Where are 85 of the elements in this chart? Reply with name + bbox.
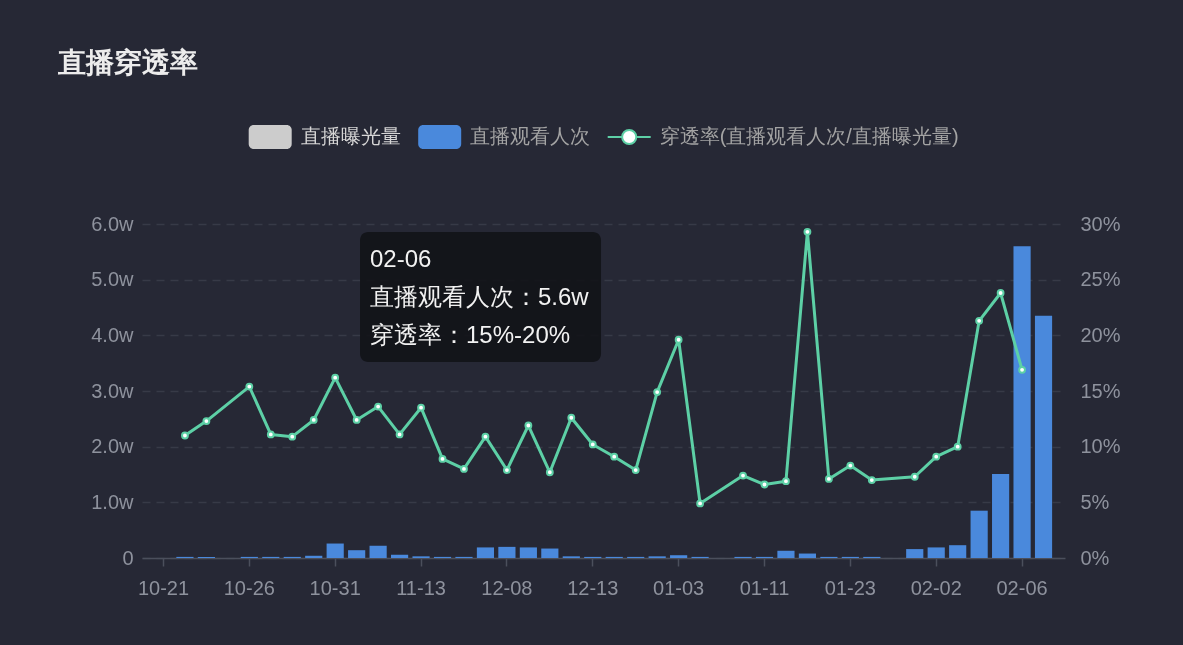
point xyxy=(309,416,318,424)
y-tick-label: 6.0w xyxy=(91,212,135,235)
point xyxy=(846,461,855,470)
point xyxy=(460,465,468,473)
point xyxy=(588,440,597,449)
x-tick-label: 12-13 xyxy=(567,576,619,599)
y2-tick-label: 10% xyxy=(1080,435,1121,458)
point xyxy=(975,316,984,325)
point xyxy=(953,442,962,451)
y-tick-label: 2.0w xyxy=(91,435,135,458)
x-tick-label: 10-21 xyxy=(137,576,190,599)
point xyxy=(867,476,876,484)
point xyxy=(631,466,640,474)
x-tick-label: 10-31 xyxy=(309,576,361,599)
x-tick-label: 10-26 xyxy=(223,576,275,599)
legend-label: 直播曝光量 xyxy=(300,125,401,147)
y2-tick-label: 20% xyxy=(1080,323,1121,346)
point xyxy=(374,402,383,411)
x-tick-label: 02-02 xyxy=(910,576,962,599)
point xyxy=(782,477,790,486)
x-tick-label: 01-11 xyxy=(739,576,790,599)
y-tick-label: 5.0w xyxy=(91,268,135,291)
bar xyxy=(927,547,945,558)
bar xyxy=(992,473,1010,558)
point xyxy=(760,480,769,489)
point xyxy=(824,475,833,483)
bar xyxy=(1013,246,1031,558)
x-tick-label: 01-03 xyxy=(653,576,705,599)
point xyxy=(739,471,747,480)
bar xyxy=(670,555,688,558)
annotation: 直播观看人次：5.6w xyxy=(370,283,590,310)
point xyxy=(1018,365,1026,374)
point xyxy=(181,431,189,440)
annotation: 02-06 xyxy=(370,245,432,272)
chart-title: 直播穿透率 xyxy=(57,47,198,78)
x-tick-label: 01-23 xyxy=(824,576,876,599)
point xyxy=(996,289,1005,297)
bar xyxy=(326,543,344,558)
y2-tick-label: 30% xyxy=(1080,212,1121,235)
legend-label: 直播观看人次 xyxy=(470,125,591,147)
bar xyxy=(949,545,967,558)
point xyxy=(910,472,919,481)
point xyxy=(567,413,576,422)
bar xyxy=(777,550,795,558)
point xyxy=(696,499,705,508)
y2-tick-label: 0% xyxy=(1080,546,1110,569)
bar xyxy=(970,510,988,558)
bar xyxy=(348,550,366,558)
point xyxy=(524,421,533,430)
x-tick-label: 11-13 xyxy=(396,576,446,599)
point xyxy=(610,452,619,461)
point xyxy=(502,466,511,474)
bar xyxy=(519,547,537,558)
annotation: 穿透率：15%-20% xyxy=(370,321,571,348)
point xyxy=(352,416,361,424)
point xyxy=(653,388,662,397)
point xyxy=(674,335,683,344)
bar xyxy=(498,546,516,558)
point xyxy=(803,227,812,236)
legend-label: 穿透率(直播观看人次/直播曝光量) xyxy=(659,125,959,147)
bar xyxy=(369,545,387,558)
point xyxy=(245,382,254,391)
y-tick-label: 4.0w xyxy=(91,323,135,346)
y-tick-label: 1.0w xyxy=(91,490,135,513)
bar xyxy=(476,547,495,558)
y2-tick-label: 5% xyxy=(1080,490,1110,513)
y-tick-label: 3.0w xyxy=(91,379,135,402)
point xyxy=(481,432,490,441)
x-tick-label: 02-06 xyxy=(996,576,1048,599)
y-tick-label: 0 xyxy=(122,546,134,569)
point xyxy=(288,432,297,441)
point xyxy=(266,430,275,439)
point xyxy=(395,430,404,439)
point xyxy=(331,373,340,382)
bar xyxy=(1034,315,1053,558)
y2-tick-label: 15% xyxy=(1080,379,1121,402)
point xyxy=(417,403,425,412)
x-tick-label: 12-08 xyxy=(481,576,533,599)
point xyxy=(545,468,554,477)
point xyxy=(932,452,941,461)
bar xyxy=(541,548,559,558)
point xyxy=(438,455,447,463)
bar xyxy=(906,549,924,558)
point xyxy=(202,417,211,425)
y2-tick-label: 25% xyxy=(1080,268,1121,291)
